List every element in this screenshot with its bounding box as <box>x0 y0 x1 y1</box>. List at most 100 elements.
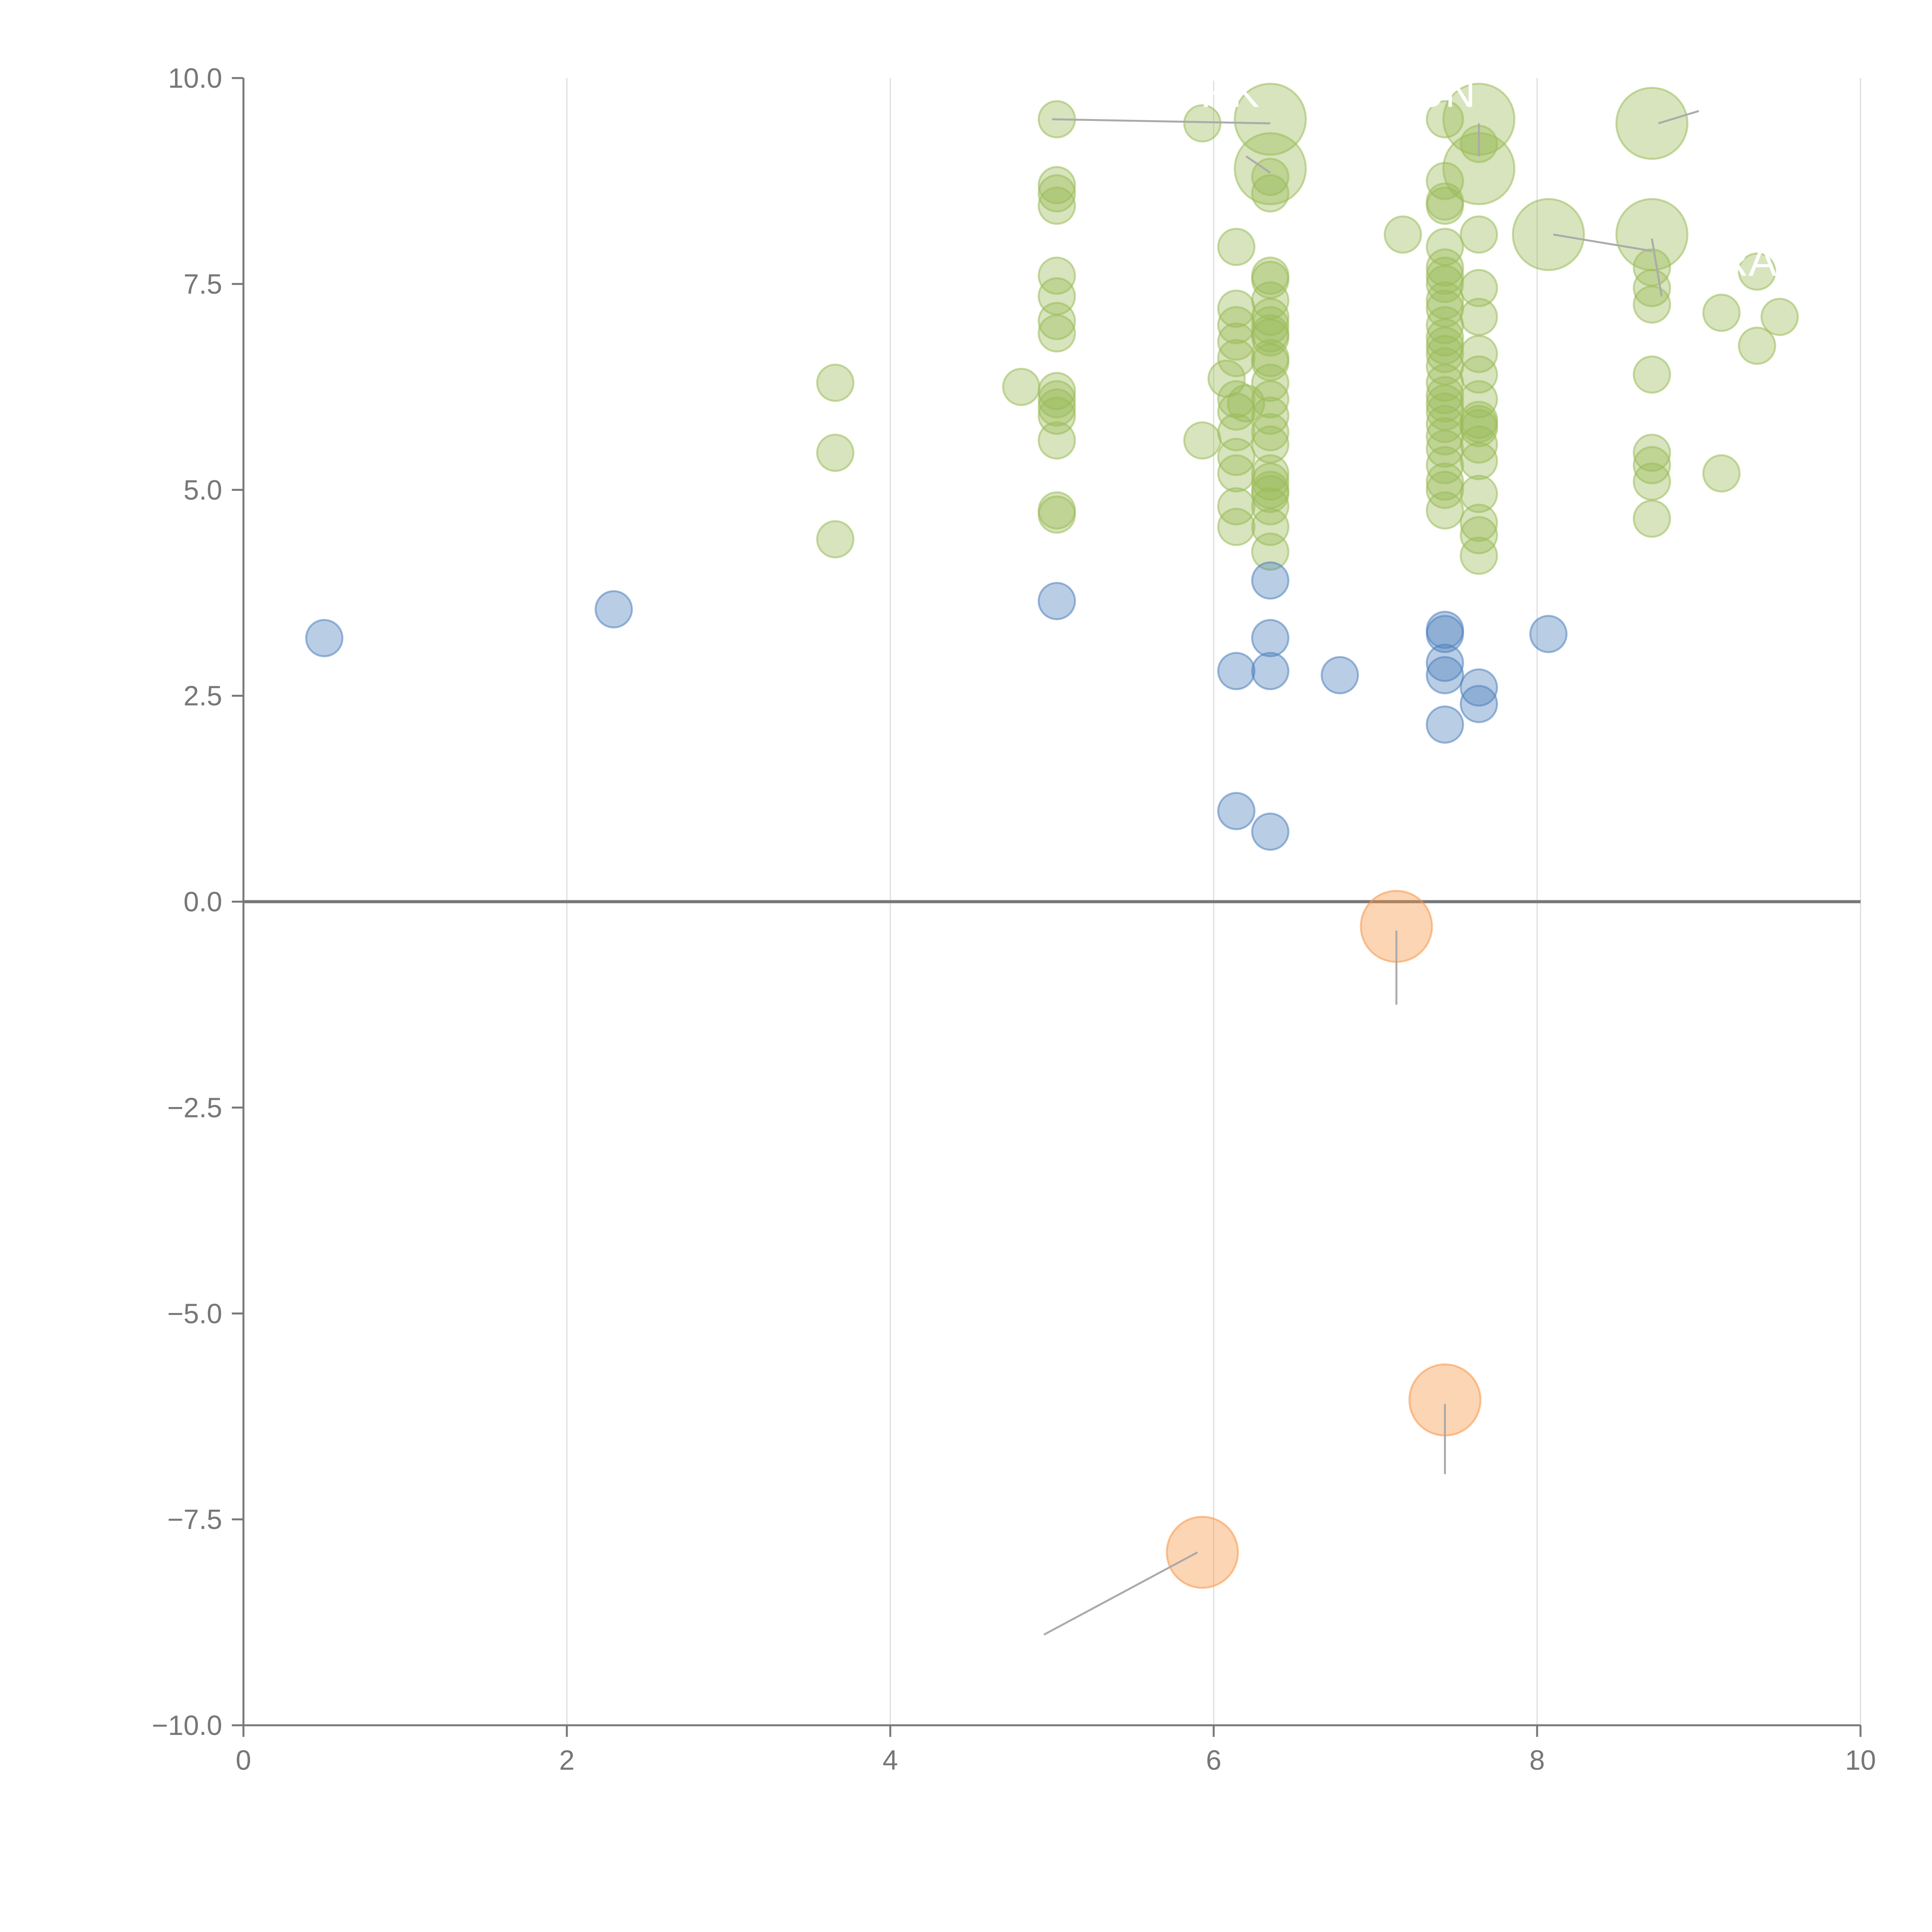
leader-line <box>1043 1551 1198 1636</box>
data-point-blue <box>1037 582 1076 621</box>
data-point-green <box>1251 413 1289 452</box>
data-point-blue <box>1251 812 1289 851</box>
data-point-green <box>1037 314 1076 353</box>
y-tick-label: 7.5 <box>184 269 222 300</box>
data-point-green <box>1760 298 1799 336</box>
data-point-green <box>1251 298 1289 336</box>
data-point-blue <box>1425 615 1464 653</box>
data-point-green <box>1251 380 1289 418</box>
leader-line <box>1651 238 1663 297</box>
data-point-orange <box>1166 1515 1239 1589</box>
data-point-green <box>1459 409 1498 447</box>
data-point-blue <box>305 619 344 657</box>
data-point-blue <box>1425 656 1464 694</box>
annotation-label: A <box>1685 69 1713 116</box>
x-tick-label: 10 <box>1845 1745 1876 1776</box>
data-point-green <box>1425 186 1464 225</box>
y-tick-label: 5.0 <box>184 475 222 506</box>
y-tick-label: −5.0 <box>167 1298 222 1329</box>
data-point-green <box>1217 487 1256 526</box>
data-point-blue <box>1529 615 1568 653</box>
data-point-green <box>1251 532 1289 571</box>
data-point-green <box>1217 454 1256 493</box>
points-layer <box>305 83 1799 1589</box>
data-point-green <box>1425 100 1464 139</box>
leader-line <box>1553 233 1652 252</box>
data-point-green <box>1738 327 1776 365</box>
data-point-green <box>1425 491 1464 530</box>
data-point-green <box>1425 384 1464 423</box>
axis-layer: 0 2 4 6 8 10 10.0 7.5 5.0 2.5 0.0 −2.5 −5.0 −7.5 −10.0 <box>152 63 1876 1776</box>
x-tick-label: 8 <box>1529 1745 1545 1776</box>
annotation-label: RK <box>1200 69 1259 116</box>
data-point-green <box>1459 298 1498 336</box>
data-point-green <box>1037 302 1076 340</box>
data-point-green-large <box>1615 198 1689 271</box>
data-point-green <box>1425 376 1464 415</box>
data-point-green <box>1633 499 1671 538</box>
data-point-blue <box>1217 652 1256 690</box>
data-point-green <box>1251 364 1289 402</box>
data-point-green <box>1425 248 1464 287</box>
data-point-green <box>1037 495 1076 534</box>
data-point-blue <box>1251 652 1289 690</box>
data-point-blue <box>1320 656 1359 694</box>
data-point-green-large <box>1233 132 1307 205</box>
data-point-green <box>1633 434 1671 472</box>
data-point-green <box>1037 380 1076 418</box>
data-point-green <box>1425 462 1464 501</box>
data-point-green <box>1002 367 1041 406</box>
data-point-green <box>816 520 855 559</box>
data-point-green <box>1037 166 1076 204</box>
data-point-green <box>1251 396 1289 435</box>
data-point-green <box>1702 293 1741 332</box>
leader-line <box>1245 155 1271 174</box>
data-point-green <box>816 364 855 402</box>
data-point-green <box>1217 508 1256 546</box>
data-point-green <box>1738 252 1776 291</box>
data-point-green <box>1633 462 1671 501</box>
data-point-green <box>1425 318 1464 357</box>
data-point-blue <box>594 590 633 629</box>
data-point-green <box>1251 487 1289 526</box>
annotation-layer: RK UN A RA <box>1043 69 1777 1636</box>
data-point-green <box>1425 471 1464 509</box>
data-point-blue <box>1251 619 1289 657</box>
data-point-green <box>1459 425 1498 464</box>
y-tick-label: 0.0 <box>184 887 222 918</box>
data-point-green <box>1425 429 1464 468</box>
data-point-green-large <box>1615 87 1689 160</box>
data-point-green <box>1217 437 1256 476</box>
annotation-label: UN <box>1414 69 1476 116</box>
data-point-green <box>1633 355 1671 394</box>
data-point-green <box>1459 536 1498 575</box>
leader-line <box>1658 110 1699 124</box>
data-point-green <box>1633 446 1671 485</box>
data-point-green <box>1633 285 1671 324</box>
annotation-label: RA <box>1718 238 1777 285</box>
data-point-green <box>1037 186 1076 225</box>
y-tick-label: −10.0 <box>152 1710 222 1741</box>
data-point-green <box>1037 174 1076 213</box>
data-point-green <box>1217 339 1256 378</box>
data-point-green <box>1037 421 1076 460</box>
x-tick-label: 2 <box>559 1745 575 1776</box>
data-point-green <box>1183 421 1222 460</box>
x-tick-label: 6 <box>1206 1745 1221 1776</box>
data-point-green <box>1217 380 1256 418</box>
y-tick-label: 10.0 <box>168 63 222 94</box>
data-point-green-large <box>1512 198 1585 271</box>
data-point-green <box>1459 503 1498 542</box>
data-point-green <box>1459 269 1498 308</box>
data-point-blue <box>1425 705 1464 744</box>
data-point-green <box>1384 215 1422 254</box>
data-point-green <box>1702 454 1741 493</box>
x-tick-label: 4 <box>883 1745 898 1776</box>
data-point-green <box>816 434 855 472</box>
data-point-blue <box>1251 561 1289 600</box>
y-tick-label: −7.5 <box>167 1504 222 1535</box>
data-point-blue <box>1459 685 1498 723</box>
y-tick-label: −2.5 <box>167 1092 222 1123</box>
data-point-green <box>1459 215 1498 254</box>
